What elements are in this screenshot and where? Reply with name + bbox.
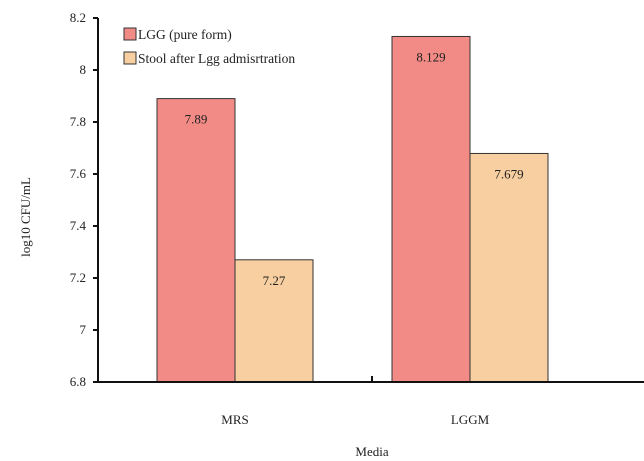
data-label-lggm-series-1: 8.129 xyxy=(416,49,445,64)
y-tick-label: 7.2 xyxy=(70,270,86,285)
y-tick-label: 6.8 xyxy=(70,374,86,389)
legend: LGG (pure form) Stool after Lgg admisrtra… xyxy=(123,27,295,66)
bars-layer xyxy=(156,35,549,383)
x-tick-label-lggm: LGGM xyxy=(451,412,490,427)
data-label-lggm-series-2: 7.679 xyxy=(494,166,523,181)
bar-mrs-series-2 xyxy=(234,259,314,383)
x-axis-title: Media xyxy=(355,444,388,459)
y-tick-label: 8.2 xyxy=(70,10,86,25)
y-tick-label: 7.8 xyxy=(70,114,86,129)
bar-mrs-series-1 xyxy=(156,98,236,383)
legend-label-series-2: Stool after Lgg admisrtration xyxy=(138,51,295,66)
x-tick-label-mrs: MRS xyxy=(221,412,248,427)
y-axis-title: log10 CFU/mL xyxy=(18,177,33,257)
bar-lggm-series-1 xyxy=(391,35,471,383)
y-tick-label: 7.6 xyxy=(70,166,87,181)
legend-swatch-series-1 xyxy=(123,27,137,41)
y-tick-label: 8 xyxy=(80,62,87,77)
legend-swatch-series-2 xyxy=(123,51,137,65)
data-label-mrs-series-2: 7.27 xyxy=(263,273,286,288)
legend-label-series-1: LGG (pure form) xyxy=(138,27,232,42)
value-labels-layer: 7.89 8.129 7.27 7.679 xyxy=(185,49,524,287)
bar-lggm-series-2 xyxy=(469,152,549,383)
axes-layer: 6.8 7 7.2 7.4 7.6 7.8 8 8.2 MRS LGGM xyxy=(70,10,644,427)
y-tick-label: 7 xyxy=(80,322,87,337)
data-label-mrs-series-1: 7.89 xyxy=(185,112,208,127)
y-tick-label: 7.4 xyxy=(70,218,87,233)
